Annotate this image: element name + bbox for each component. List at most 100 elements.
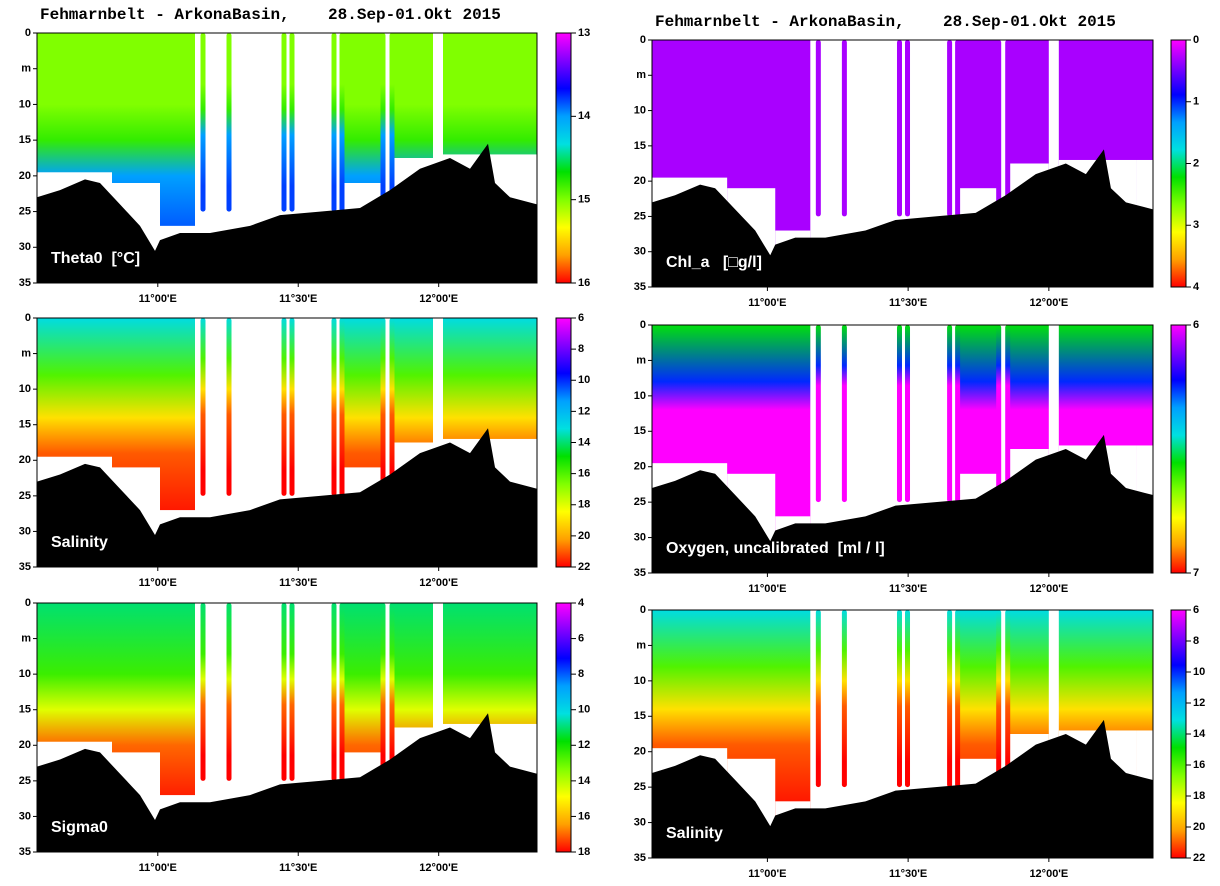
y-tick-label: m [21, 632, 31, 644]
colorbar-tick-label: 12 [578, 739, 590, 751]
station-cast [226, 603, 232, 781]
colorbar-tick-label: 4 [578, 597, 585, 609]
y-tick-label: 30 [634, 816, 646, 828]
colorbar-tick-label: 10 [578, 704, 590, 716]
x-tick-label: 11°00'E [748, 583, 786, 595]
bathymetry [652, 149, 1153, 287]
station-cast [380, 318, 386, 496]
y-tick-label: 20 [634, 175, 646, 187]
panel-label: Salinity [666, 825, 723, 842]
station-cast [947, 610, 953, 788]
station-cast [905, 325, 911, 503]
colorbar-tick-label: 12 [1193, 697, 1205, 709]
station-cast [955, 40, 961, 217]
x-tick-label: 11°00'E [139, 862, 177, 874]
y-tick-label: m [636, 69, 646, 81]
x-tick-label: 12°00'E [419, 862, 458, 874]
colorbar [555, 317, 572, 568]
y-tick-label: 25 [19, 775, 31, 787]
y-tick-label: 35 [19, 561, 31, 573]
x-tick-label: 11°30'E [889, 297, 927, 309]
colorbar-tick-label: 16 [578, 277, 590, 289]
colorbar-tick-label: 14 [578, 775, 591, 787]
colorbar-tick-label: 1 [1193, 96, 1199, 108]
station-cast [1005, 40, 1011, 217]
station-cast [331, 33, 337, 212]
station-cast [339, 318, 345, 496]
y-tick-label: 30 [19, 525, 31, 537]
plot-frame [651, 324, 1154, 574]
colorbar-tick-label: 2 [1193, 157, 1199, 169]
station-cast [1005, 610, 1011, 788]
plot-frame [651, 39, 1154, 288]
y-tick-label: 25 [19, 205, 31, 217]
y-tick-label: 10 [634, 390, 646, 402]
y-tick-label: 0 [25, 27, 31, 39]
y-tick-label: 0 [25, 597, 31, 609]
x-tick-label: 11°30'E [889, 868, 927, 880]
station-cast [896, 325, 902, 503]
y-tick-label: 15 [19, 704, 31, 716]
station-cast [815, 325, 821, 503]
y-tick-label: 35 [634, 567, 646, 579]
colorbar [1170, 39, 1187, 288]
station-cast [289, 603, 295, 781]
colorbar-tick-label: 22 [578, 561, 590, 573]
y-tick-label: 35 [634, 281, 646, 293]
station-cast [339, 603, 345, 781]
colorbar-tick-label: 18 [578, 846, 590, 858]
y-tick-label: 20 [19, 170, 31, 182]
chart-title: Fehmarnbelt - ArkonaBasin, 28.Sep-01.Okt… [655, 13, 1116, 31]
x-tick-label: 12°00'E [419, 293, 458, 305]
y-tick-label: 30 [634, 246, 646, 258]
y-tick-label: 10 [19, 668, 31, 680]
y-tick-label: 15 [634, 140, 646, 152]
colorbar-tick-label: 14 [578, 436, 591, 448]
y-tick-label: 10 [634, 104, 646, 116]
bathymetry [37, 143, 537, 283]
bathymetry [652, 719, 1153, 858]
station-cast [896, 40, 902, 217]
colorbar-tick-label: 10 [578, 374, 590, 386]
panel-label: Sigma0 [51, 819, 108, 836]
x-tick-label: 12°00'E [1029, 297, 1068, 309]
no-data [383, 318, 392, 567]
bathymetry [37, 713, 537, 852]
panel-label: Salinity [51, 534, 108, 551]
y-tick-label: 20 [634, 746, 646, 758]
colorbar-tick-label: 16 [1193, 759, 1205, 771]
colorbar-tick-label: 0 [1193, 34, 1199, 46]
station-cast [905, 40, 911, 217]
no-data [1048, 40, 1059, 287]
y-tick-label: 35 [19, 277, 31, 289]
y-tick-label: 0 [640, 319, 646, 331]
y-tick-label: m [21, 63, 31, 75]
station-cast [226, 33, 232, 212]
station-cast [955, 610, 961, 788]
station-cast [815, 610, 821, 788]
x-tick-label: 11°00'E [139, 577, 177, 589]
station-cast [339, 33, 345, 212]
no-data [433, 318, 443, 567]
colorbar-tick-label: 8 [578, 343, 584, 355]
colorbar-tick-label: 3 [1193, 219, 1199, 231]
colorbar-tick-label: 18 [1193, 790, 1205, 802]
no-data [1048, 325, 1059, 573]
station-cast [200, 33, 206, 212]
station-cast [200, 318, 206, 496]
station-cast [281, 603, 287, 781]
x-tick-label: 11°00'E [748, 868, 786, 880]
station-cast [896, 610, 902, 788]
y-tick-label: 20 [634, 461, 646, 473]
station-cast [841, 325, 847, 503]
colorbar-tick-label: 15 [578, 194, 590, 206]
colorbar-tick-label: 6 [578, 632, 584, 644]
no-data [998, 325, 1008, 573]
x-tick-label: 11°30'E [279, 577, 317, 589]
y-tick-label: 15 [19, 419, 31, 431]
y-tick-label: 30 [634, 531, 646, 543]
y-tick-label: 20 [19, 739, 31, 751]
colorbar [555, 32, 572, 284]
y-tick-label: 25 [634, 496, 646, 508]
